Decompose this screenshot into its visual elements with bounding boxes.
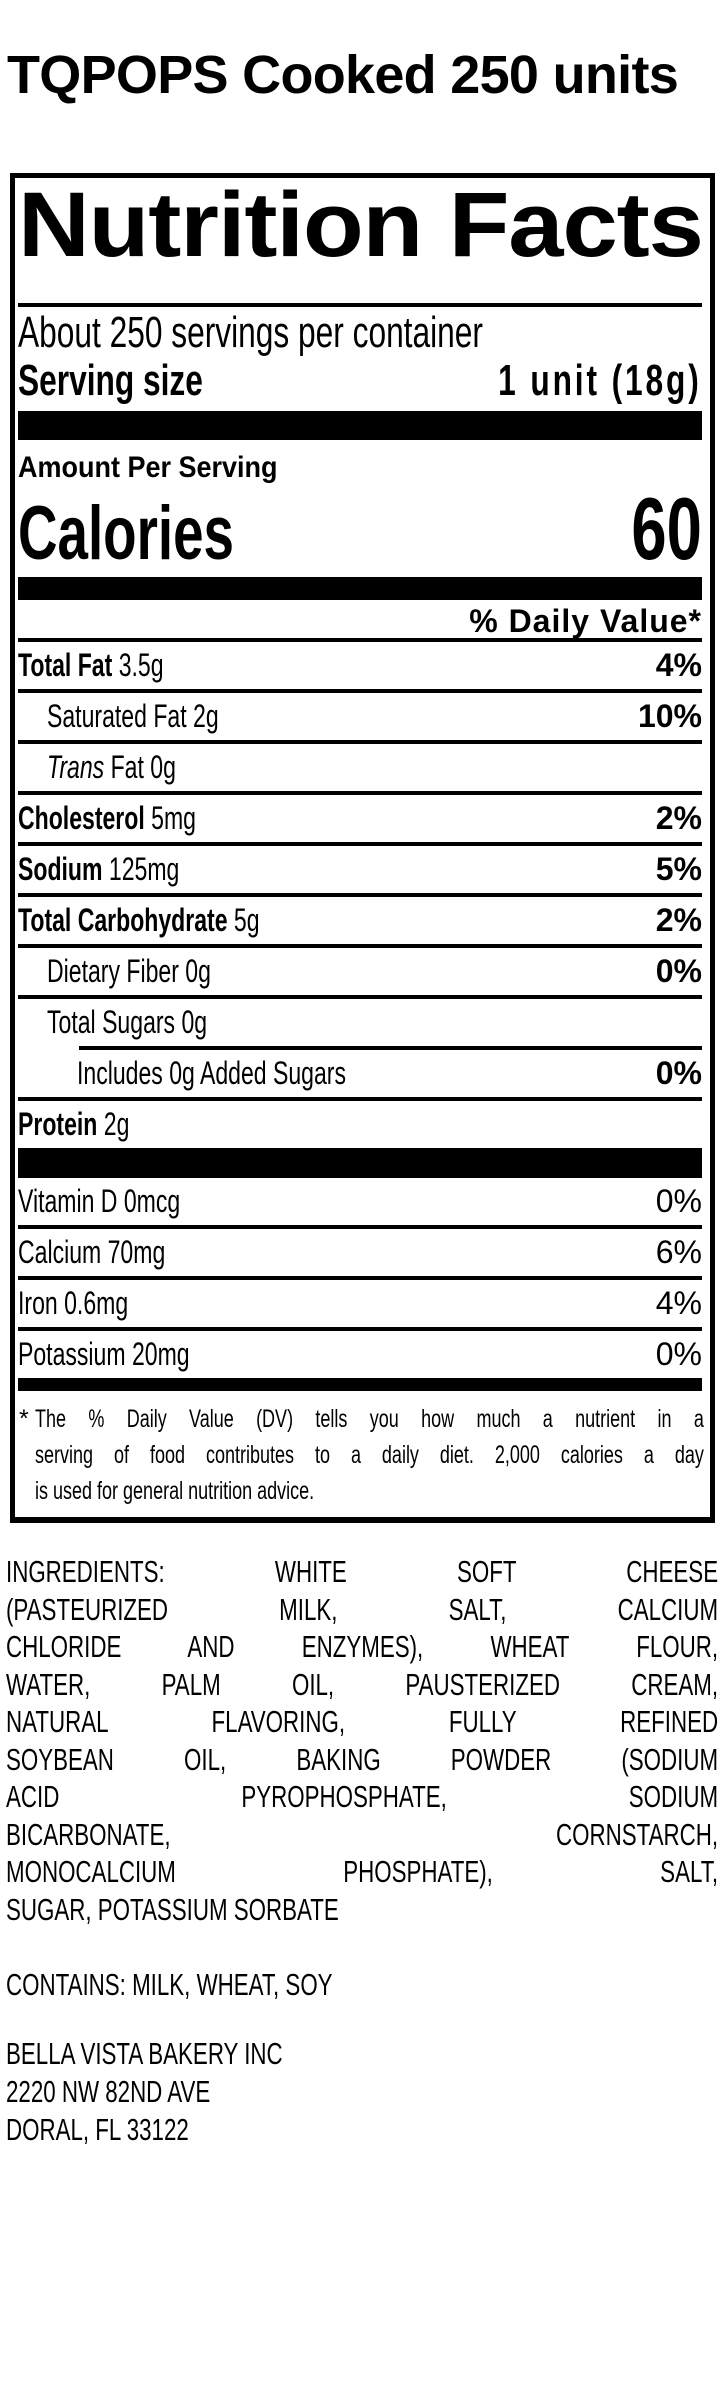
divider [18,1097,702,1101]
nutrient-row: Sodium 125mg 5% [18,846,702,893]
nutrient-row: Cholesterol 5mg 2% [18,795,702,842]
address-line: BELLA VISTA BAKERY INC [6,2036,283,2071]
nutrient-pct: 0% [655,1055,702,1091]
daily-value-header: % Daily Value* [469,603,702,639]
footnote-line: The % Daily Value (DV) tells you how muc… [35,1405,704,1433]
ingredient-line: CHLORIDE AND ENZYMES), WHEAT FLOUR, [6,1629,719,1664]
footnote-line: is used for general nutrition advice. [35,1477,315,1505]
divider [79,1046,702,1050]
nutrition-facts-heading: Nutrition Facts [18,174,704,276]
ingredient-line: MONOCALCIUM PHOSPHATE), SALT, [6,1854,719,1889]
nutrient-name: Total Fat 3.5g [18,647,164,683]
vitamin-row: Potassium 20mg 0% [18,1331,702,1378]
thick-bar [18,1378,702,1391]
ingredients-paragraph: INGREDIENTS: WHITE SOFT CHEESE (PASTEURIZ… [6,1553,718,1928]
page: TQPOPS Cooked 250 units Nutrition Facts … [0,44,722,2149]
divider [18,1276,702,1280]
nutrient-row: Total Fat 3.5g 4% [18,642,702,689]
divider [18,944,702,948]
nutrient-pct: 10% [637,698,702,734]
nutrition-facts-box: Nutrition Facts About 250 servings per c… [10,173,715,1523]
amount-per-serving: Amount Per Serving [18,451,278,484]
vitamin-row: Calcium 70mg 6% [18,1229,702,1276]
thick-bar [18,577,702,600]
nutrient-pct: 5% [655,851,702,887]
serving-size-value: 1 unit (18g) [498,356,702,405]
divider [18,638,702,642]
vitamin-name: Potassium 20mg [18,1336,190,1372]
thick-bar [18,1148,702,1178]
address-line: 2220 NW 82ND AVE [6,2074,211,2109]
footnote-line: serving of food contributes to a daily d… [35,1441,704,1469]
ingredient-line: ACID PYROPHOSPHATE, SODIUM [6,1779,719,1814]
vitamin-name: Calcium 70mg [18,1234,166,1270]
divider [18,893,702,897]
vitamin-name: Iron 0.6mg [18,1285,129,1321]
vitamin-pct: 6% [655,1234,702,1270]
vitamin-pct: 0% [655,1183,702,1219]
nutrient-name: Protein 2g [18,1106,130,1142]
nutrient-row: Total Sugars 0g [18,999,702,1046]
nutrient-name: Includes 0g Added Sugars [77,1055,346,1091]
ingredient-line: BICARBONATE, CORNSTARCH, [6,1816,719,1852]
nutrient-pct: 4% [655,647,702,683]
nutrient-row: Saturated Fat 2g 10% [18,693,702,740]
nutrient-row: Protein 2g [18,1101,702,1148]
ingredient-line: SUGAR, POTASSIUM SORBATE [6,1891,339,1927]
ingredient-line: WATER, PALM OIL, PAUSTERIZED CREAM, [6,1666,719,1702]
vitamin-row: Iron 0.6mg 4% [18,1280,702,1327]
divider [18,1225,702,1229]
thick-bar [18,411,702,440]
nutrient-name: Saturated Fat 2g [47,698,219,734]
divider [18,689,702,693]
divider [18,1327,702,1331]
page-title: TQPOPS Cooked 250 units [7,45,679,105]
calories-label: Calories [18,491,234,576]
manufacturer-address: BELLA VISTA BAKERY INC 2220 NW 82ND AVE DO… [6,2035,722,2149]
nutrient-row: Total Carbohydrate 5g 2% [18,897,702,944]
divider [18,842,702,846]
nutrient-pct: 2% [655,800,702,836]
nutrient-name: Dietary Fiber 0g [47,953,211,989]
vitamin-pct: 0% [655,1336,702,1372]
nutrient-name: Trans Fat 0g [47,749,176,785]
ingredient-line: SOYBEAN OIL, BAKING POWDER (SODIUM [6,1741,719,1777]
serving-size-row: Serving size 1 unit (18g) [18,357,702,405]
nutrient-name: Total Sugars 0g [47,1004,208,1040]
calories-value: 60 [631,479,702,578]
contains-statement: CONTAINS: MILK, WHEAT, SOY [6,1967,333,2002]
serving-size-label: Serving size [18,356,203,405]
nutrient-name: Cholesterol 5mg [18,800,196,836]
address-line: DORAL, FL 33122 [6,2112,189,2147]
ingredient-line: INGREDIENTS: WHITE SOFT CHEESE [6,1554,719,1589]
nutrient-name: Total Carbohydrate 5g [18,902,260,938]
nutrient-rows: Total Fat 3.5g 4% Saturated Fat 2g 10% Trans… [18,642,702,1148]
footnote: * The % Daily Value (DV) tells you how m… [18,1401,704,1509]
footnote-asterisk: * [19,1405,29,1433]
nutrient-row: Trans Fat 0g [18,744,702,791]
divider [18,791,702,795]
nutrient-row: Dietary Fiber 0g 0% [18,948,702,995]
vitamin-rows: Vitamin D 0mcg 0% Calcium 70mg 6% Iron 0.6mg… [18,1178,702,1378]
vitamin-row: Vitamin D 0mcg 0% [18,1178,702,1225]
vitamin-pct: 4% [655,1285,702,1321]
ingredient-line: NATURAL FLAVORING, FULLY REFINED [6,1704,719,1739]
nutrient-pct: 0% [655,953,702,989]
footnote-lines: The % Daily Value (DV) tells you how muc… [35,1401,704,1509]
ingredient-line: (PASTEURIZED MILK, SALT, CALCIUM [6,1591,719,1627]
nutrient-row: Includes 0g Added Sugars 0% [18,1050,702,1097]
nutrient-pct: 2% [655,902,702,938]
divider [18,740,702,744]
divider [18,995,702,999]
vitamin-name: Vitamin D 0mcg [18,1183,181,1219]
servings-per-container: About 250 servings per container [18,308,483,357]
divider [18,303,702,307]
nutrient-name: Sodium 125mg [18,851,180,887]
calories-row: Calories 60 [18,479,702,578]
